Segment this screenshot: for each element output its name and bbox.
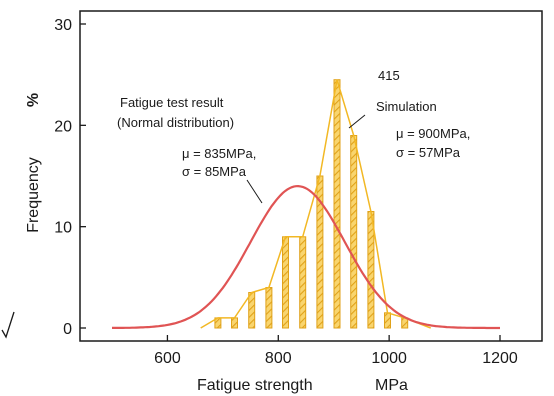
histogram-trace bbox=[200, 79, 431, 329]
sim-sigma-label: σ = 57MPa bbox=[396, 145, 461, 160]
x-tick-label: 600 bbox=[154, 350, 181, 367]
histogram-bar bbox=[384, 312, 391, 329]
test-leader-line bbox=[246, 179, 263, 204]
test-result-label: Fatigue test result bbox=[120, 95, 224, 110]
histogram-bar bbox=[333, 79, 341, 329]
test-mu-label: μ = 835MPa, bbox=[182, 146, 256, 161]
histogram-bar bbox=[299, 236, 307, 329]
x-axis-title: Fatigue strength bbox=[197, 377, 313, 394]
sample-count-label: 415 bbox=[378, 68, 400, 83]
histogram-bar bbox=[248, 292, 256, 329]
y-axis-unit: % bbox=[25, 93, 42, 107]
histogram-bar bbox=[367, 211, 375, 329]
y-tick-label: 10 bbox=[54, 220, 72, 237]
histogram-bar bbox=[231, 317, 238, 329]
x-tick-label: 800 bbox=[265, 350, 292, 367]
normal-curve-group bbox=[112, 184, 500, 330]
y-tick-label: 20 bbox=[54, 118, 72, 135]
histogram-trace-line bbox=[200, 79, 431, 329]
sim-mu-label: μ = 900MPa, bbox=[396, 126, 470, 141]
test-result-label-sub: (Normal distribution) bbox=[117, 115, 234, 130]
normal-distribution-curve bbox=[112, 184, 500, 330]
plot-frame bbox=[79, 10, 543, 342]
x-tick-label: 1000 bbox=[371, 350, 407, 367]
axis-ticks: 600 800 1000 1200 0 10 20 30 bbox=[54, 17, 518, 367]
y-axis-title: Frequency bbox=[25, 157, 42, 233]
x-axis-unit: MPa bbox=[375, 377, 408, 394]
simulation-label: Simulation bbox=[376, 99, 437, 114]
y-tick-label: 30 bbox=[54, 17, 72, 34]
histogram-bar bbox=[265, 287, 273, 329]
edge-mark bbox=[1, 311, 15, 339]
histogram-bar bbox=[282, 236, 289, 329]
simulation-leader-line bbox=[348, 114, 366, 129]
y-tick-label: 0 bbox=[63, 321, 72, 338]
x-tick-label: 1200 bbox=[482, 350, 518, 367]
histogram-bar bbox=[350, 135, 358, 329]
test-sigma-label: σ = 85MPa bbox=[182, 164, 247, 179]
